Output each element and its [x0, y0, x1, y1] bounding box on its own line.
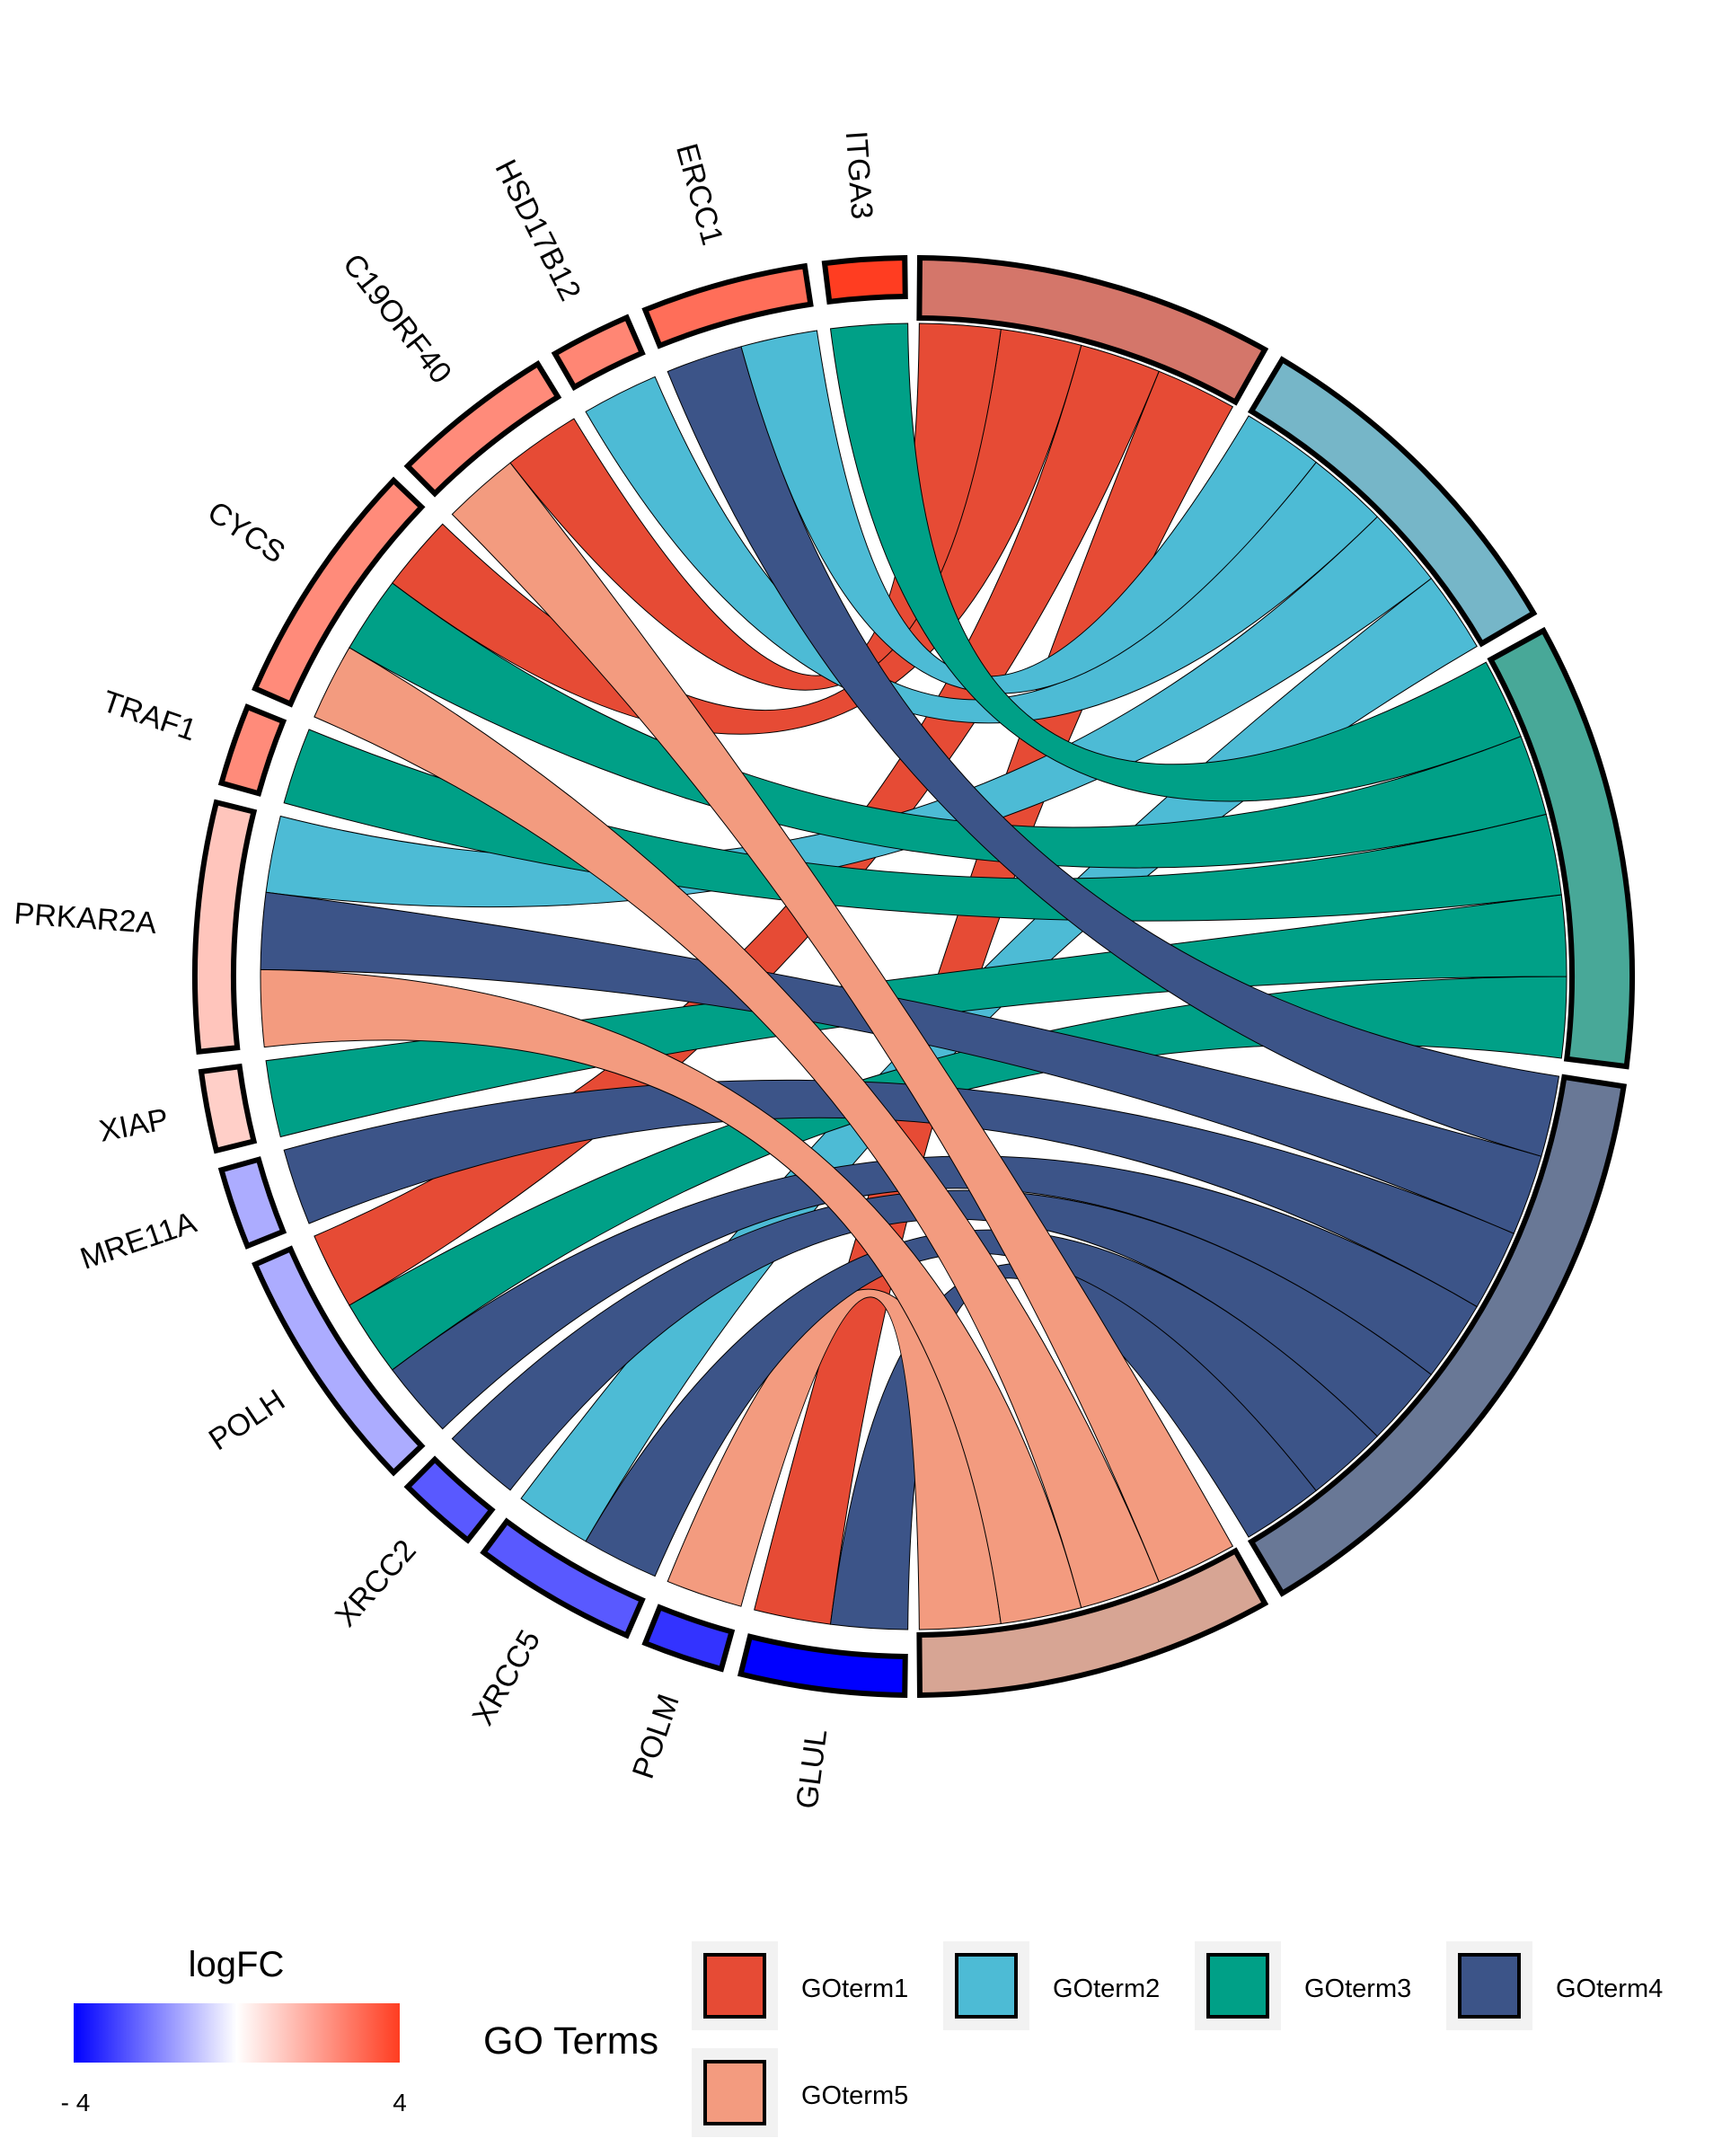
logfc-legend-title: logFC — [189, 1945, 285, 1984]
gene-segment-XRCC2 — [403, 1455, 496, 1544]
term-segment-GOterm3 — [1487, 626, 1635, 1070]
gene-segment-HSD17B12 — [551, 314, 646, 392]
legend-swatch-GOterm3 — [1206, 1953, 1269, 2019]
legend-swatch-GOterm4 — [1458, 1953, 1521, 2019]
gene-label: MRE11A — [76, 1206, 201, 1277]
gene-label: PRKAR2A — [13, 897, 157, 941]
go-legend-title: GO Terms — [483, 2019, 658, 2063]
gene-label: ITGA3 — [839, 130, 879, 221]
term-segment-GOterm5 — [916, 1547, 1269, 1698]
legend-label: GOterm5 — [801, 2081, 908, 2110]
legend-label: GOterm4 — [1556, 1975, 1663, 2003]
outer-ring — [192, 255, 1635, 1698]
gene-label: XRCC2 — [329, 1533, 423, 1633]
gene-label: C19ORF40 — [336, 247, 458, 390]
gene-segment-MRE11A — [217, 1156, 287, 1250]
logfc-gradient-bar — [74, 2003, 400, 2063]
chords — [260, 323, 1567, 1630]
gene-label: POLH — [203, 1383, 291, 1457]
gene-segment-TRAF1 — [217, 703, 287, 797]
chord-ITGA3-GOterm3 — [829, 323, 1522, 802]
logfc-min-label: - 4 — [61, 2089, 91, 2116]
chord-C19ORF40-GOterm5 — [451, 462, 1234, 1583]
gene-segment-POLM — [641, 1604, 736, 1673]
gene-label: XRCC5 — [466, 1624, 548, 1731]
chord-C19ORF40-GOterm1 — [509, 323, 1002, 691]
legend-label: GOterm3 — [1304, 1975, 1411, 2003]
gene-segment-CYCS — [252, 476, 426, 708]
legend-swatch-GOterm5 — [703, 2060, 766, 2125]
go-terms-legend: GO Terms GOterm1 GOterm2 GOterm3 GOterm4 GOt… — [483, 1941, 1663, 2137]
gene-label: POLM — [626, 1690, 686, 1782]
gene-segment-ERCC1 — [641, 262, 814, 349]
gene-segment-GLUL — [737, 1633, 908, 1698]
gene-label: XIAP — [96, 1102, 171, 1149]
gene-segment-POLH — [252, 1245, 426, 1477]
legend-swatch-GOterm1 — [703, 1953, 766, 2019]
legend-swatch-GOterm2 — [955, 1953, 1018, 2019]
term-segment-GOterm4 — [1247, 1074, 1628, 1597]
gene-segment-PRKAR2A — [192, 799, 258, 1056]
term-segment-GOterm1 — [916, 255, 1269, 406]
gene-label: HSD17B12 — [488, 155, 587, 306]
gene-label: CYCS — [201, 495, 291, 570]
legend-label: GOterm2 — [1053, 1975, 1160, 2003]
gene-segment-XIAP — [198, 1063, 258, 1154]
legend-label: GOterm1 — [801, 1975, 908, 2003]
gene-segment-XRCC5 — [480, 1517, 646, 1639]
gene-label: ERCC1 — [669, 140, 729, 249]
logfc-legend: logFC - 4 4 — [61, 1945, 407, 2116]
gene-label: TRAF1 — [98, 685, 200, 748]
term-segment-GOterm2 — [1247, 356, 1538, 648]
chord-ERCC1-GOterm2 — [740, 330, 1317, 694]
gene-label: GLUL — [790, 1727, 834, 1811]
gene-segment-C19ORF40 — [403, 360, 562, 498]
gene-segment-ITGA3 — [821, 255, 908, 305]
logfc-max-label: 4 — [393, 2089, 407, 2116]
chord-ERCC1-GOterm4 — [667, 346, 1560, 1157]
